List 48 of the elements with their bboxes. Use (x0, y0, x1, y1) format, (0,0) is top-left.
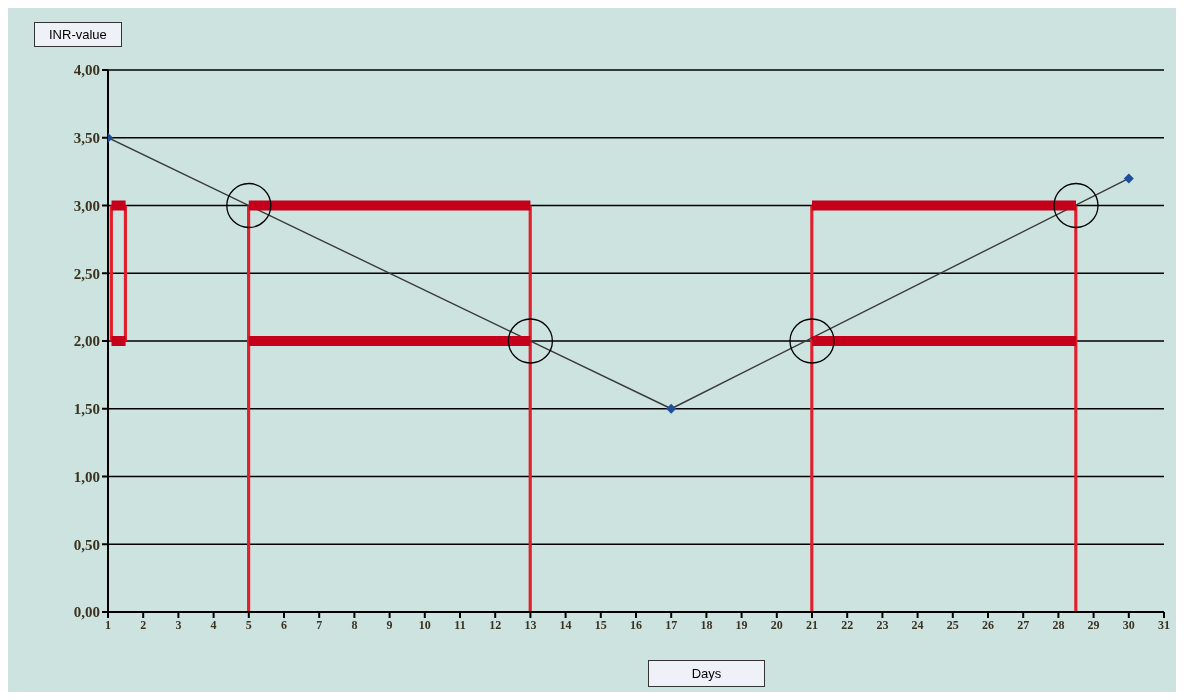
x-tick-label: 29 (1087, 617, 1100, 632)
x-tick-label: 31 (1158, 617, 1170, 632)
point (226, 182, 272, 229)
x-tick-label: 7 (316, 617, 323, 632)
x-tick-label: 18 (700, 617, 713, 632)
x-tick-label: 1 (105, 617, 111, 632)
x-tick-label: 5 (245, 617, 252, 632)
y-axis-title: INR-value (34, 22, 122, 47)
y-tick-label: 1,00 (73, 468, 100, 485)
x-tick-label: 14 (559, 617, 572, 632)
x-tick-label: 17 (665, 617, 678, 632)
y-tick-label: 3,50 (73, 130, 100, 147)
y-tick-label: 1,50 (73, 401, 100, 418)
x-tick-label: 21 (806, 617, 818, 632)
y-tick-label: 2,00 (73, 333, 100, 350)
x-tick-label: 28 (1052, 617, 1065, 632)
x-tick-label: 27 (1017, 617, 1030, 632)
y-tick-label: 2,50 (73, 265, 100, 282)
point (666, 403, 677, 414)
x-axis-title: Days (648, 660, 765, 687)
x-tick-label: 2 (140, 617, 147, 632)
x-tick-label: 25 (946, 617, 959, 632)
x-tick-label: 19 (735, 617, 748, 632)
x-tick-label: 3 (175, 617, 182, 632)
x-tick-label: 23 (876, 617, 889, 632)
x-tick-label: 4 (210, 617, 217, 632)
x-tick-label: 26 (982, 617, 994, 632)
x-tick-label: 13 (524, 617, 537, 632)
x-tick-label: 15 (594, 617, 607, 632)
x-tick-label: 9 (386, 617, 393, 632)
x-tick-label: 12 (489, 617, 502, 632)
y-tick-label: 4,00 (73, 62, 100, 79)
x-tick-label: 24 (911, 617, 924, 632)
point (789, 318, 835, 364)
y-tick-label: 0,00 (73, 604, 100, 621)
x-tick-label: 16 (630, 617, 642, 632)
x-tick-label: 20 (770, 617, 783, 632)
x-tick-label: 30 (1122, 617, 1135, 632)
y-tick-label: 0,50 (73, 536, 100, 553)
x-tick-label: 11 (454, 617, 466, 632)
x-tick-label: 10 (418, 617, 431, 632)
point (1053, 182, 1099, 229)
point (1123, 173, 1134, 184)
x-tick-label: 8 (351, 617, 358, 632)
x-tick-label: 22 (841, 617, 854, 632)
x-tick-label: 6 (281, 617, 287, 632)
y-tick-label: 3,00 (73, 197, 100, 214)
point (507, 318, 554, 364)
